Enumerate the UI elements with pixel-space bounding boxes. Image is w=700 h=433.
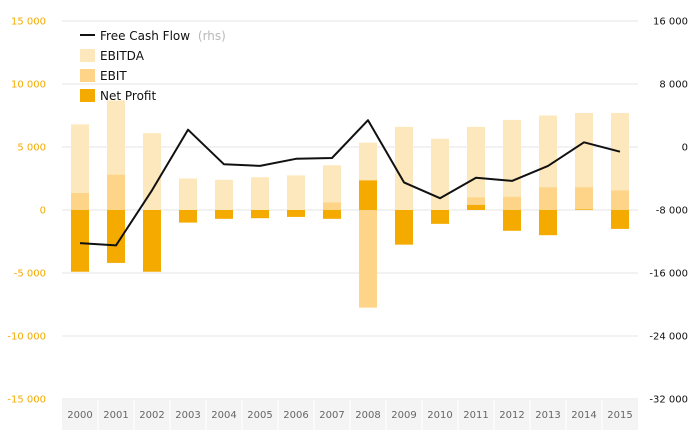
x-tick-label-2007: 2007 (319, 410, 344, 421)
bar-ebitda-2014 (575, 112, 593, 210)
bar-ebitda-2007 (323, 165, 341, 210)
bar-ebit-2000 (71, 192, 89, 210)
left-tick-label: -15 000 (7, 395, 46, 406)
bar-ebitda-2013 (539, 115, 557, 210)
bar-ebitda-2005 (251, 177, 269, 210)
bar-ebit-2001 (107, 174, 125, 210)
bar-ebit-2007 (323, 202, 341, 210)
left-tick-label: 10 000 (11, 80, 46, 91)
bar-net-profit-2009 (395, 210, 413, 245)
bar-net-profit-2001 (107, 210, 125, 263)
right-axis: 16 000 8 000 0 -8 000 -16 000 -24 000 -32 000 (649, 17, 688, 406)
bar-ebitda-2012 (503, 119, 521, 210)
bar-ebitda-2015 (611, 112, 629, 210)
bar-net-profit-2010 (431, 210, 449, 224)
bar-ebit-2008 (359, 210, 377, 308)
x-axis: 2000 2001 2002 2003 2004 2005 2006 2007 2008 2009… (62, 400, 638, 430)
bar-net-profit-2007 (323, 210, 341, 219)
bar-net-profit-2014 (575, 209, 593, 210)
x-tick-label-2005: 2005 (247, 410, 272, 421)
left-tick-label: 0 (40, 206, 46, 217)
bar-ebit-2015 (611, 190, 629, 210)
legend-label-free-cash-flow-name: Free Cash Flow (100, 29, 190, 43)
right-tick-label: 8 000 (659, 80, 688, 91)
right-tick-label: -16 000 (649, 269, 688, 280)
bar-net-profit-2006 (287, 210, 305, 217)
x-tick-label-2011: 2011 (463, 410, 488, 421)
right-tick-label: 16 000 (653, 17, 688, 28)
x-tick-label-2006: 2006 (283, 410, 308, 421)
x-tick-label-2014: 2014 (571, 410, 596, 421)
free-cash-flow-line (79, 119, 621, 247)
x-tick-label-2012: 2012 (499, 410, 524, 421)
bar-ebitda-2004 (215, 179, 233, 210)
x-tick-label-2013: 2013 (535, 410, 560, 421)
left-tick-label: -5 000 (14, 269, 46, 280)
bar-net-profit-2012 (503, 210, 521, 231)
left-tick-label: 15 000 (11, 17, 46, 28)
bar-ebitda-2002 (143, 133, 161, 210)
bar-ebit-2012 (503, 196, 521, 210)
bar-ebit-2014 (575, 187, 593, 210)
bar-ebitda-2010 (431, 138, 449, 210)
bar-ebitda-2003 (179, 178, 197, 210)
x-tick-label-2010: 2010 (427, 410, 452, 421)
bar-ebitda-2011 (467, 126, 485, 210)
bar-net-profit-2000 (71, 210, 89, 272)
bar-ebitda-2009 (395, 126, 413, 210)
x-tick-label-2015: 2015 (607, 410, 632, 421)
bar-net-profit-2005 (251, 210, 269, 219)
x-tick-label-2004: 2004 (211, 410, 236, 421)
left-axis: 15 000 10 000 5 000 0 -5 000 -10 000 -15 000 (7, 17, 46, 406)
x-tick-label-2002: 2002 (139, 410, 164, 421)
legend-label-ebit: EBIT (100, 69, 127, 83)
bars (71, 100, 629, 308)
bar-net-profit-2013 (539, 210, 557, 236)
right-tick-label: -24 000 (649, 332, 688, 343)
x-tick-label-2000: 2000 (67, 410, 92, 421)
x-tick-label-2001: 2001 (103, 410, 128, 421)
bar-net-profit-2004 (215, 210, 233, 219)
x-tick-label-2003: 2003 (175, 410, 200, 421)
free-cash-flow-line-group (79, 119, 621, 247)
bar-ebitda-2006 (287, 175, 305, 210)
right-tick-label: 0 (682, 143, 688, 154)
legend-swatch-ebitda (80, 49, 95, 62)
legend-swatch-net-profit (80, 89, 95, 102)
legend-label-net-profit: Net Profit (100, 89, 156, 103)
bar-ebitda-2000 (71, 124, 89, 210)
bar-net-profit-2008 (359, 180, 377, 210)
legend: Free Cash Flow (rhs) EBITDA EBIT Net Pro… (80, 29, 226, 103)
bar-net-profit-2002 (143, 210, 161, 272)
bar-net-profit-2003 (179, 210, 197, 223)
legend-label-free-cash-flow-suffix: (rhs) (198, 29, 226, 43)
left-tick-label: 5 000 (17, 143, 46, 154)
right-tick-label: -32 000 (649, 395, 688, 406)
legend-label-free-cash-flow: Free Cash Flow (rhs) (100, 29, 226, 43)
left-tick-label: -10 000 (7, 332, 46, 343)
legend-swatch-ebit (80, 69, 95, 82)
x-tick-label-2008: 2008 (355, 410, 380, 421)
bar-net-profit-2011 (467, 204, 485, 210)
x-tick-label-2009: 2009 (391, 410, 416, 421)
right-tick-label: -8 000 (656, 206, 688, 217)
bar-ebit-2013 (539, 187, 557, 210)
bar-net-profit-2015 (611, 210, 629, 229)
legend-label-ebitda: EBITDA (100, 49, 145, 63)
